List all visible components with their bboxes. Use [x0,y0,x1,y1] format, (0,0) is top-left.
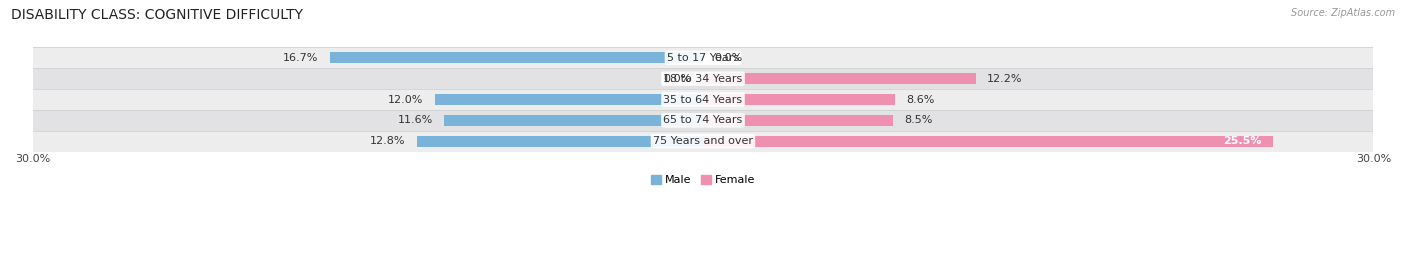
Bar [32,131,1374,152]
Text: 18 to 34 Years: 18 to 34 Years [664,74,742,84]
Text: 0.0%: 0.0% [664,74,692,84]
Text: 11.6%: 11.6% [398,115,433,125]
Text: 16.7%: 16.7% [283,53,319,63]
Text: 65 to 74 Years: 65 to 74 Years [664,115,742,125]
Text: 12.8%: 12.8% [370,136,406,146]
Legend: Male, Female: Male, Female [647,171,759,190]
Text: 75 Years and over: 75 Years and over [652,136,754,146]
Text: 8.6%: 8.6% [907,94,935,104]
Bar [444,115,703,126]
Text: 5 to 17 Years: 5 to 17 Years [666,53,740,63]
Bar [703,115,893,126]
Text: 0.0%: 0.0% [714,53,742,63]
Bar [32,110,1374,131]
Bar [32,68,1374,89]
Text: 25.5%: 25.5% [1223,136,1261,146]
Bar [703,136,1272,147]
Text: DISABILITY CLASS: COGNITIVE DIFFICULTY: DISABILITY CLASS: COGNITIVE DIFFICULTY [11,8,304,22]
Text: 8.5%: 8.5% [904,115,932,125]
Bar [434,94,703,105]
Bar [330,52,703,63]
Bar [32,48,1374,68]
Text: 35 to 64 Years: 35 to 64 Years [664,94,742,104]
Bar [703,73,976,84]
Text: 12.2%: 12.2% [987,74,1022,84]
Text: Source: ZipAtlas.com: Source: ZipAtlas.com [1291,8,1395,18]
Text: 12.0%: 12.0% [388,94,423,104]
Bar [418,136,703,147]
Bar [703,94,896,105]
Bar [32,89,1374,110]
